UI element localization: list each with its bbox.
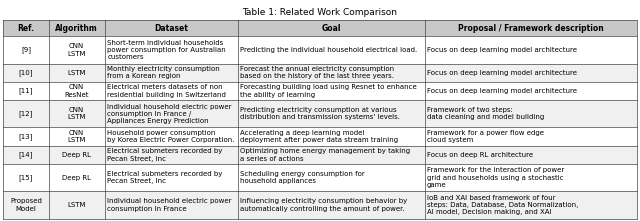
Bar — [3, 146, 637, 164]
Text: [12]: [12] — [19, 110, 33, 117]
Text: Monthly electricity consumption
from a Korean region: Monthly electricity consumption from a K… — [107, 66, 220, 79]
Text: Optimizing home energy management by taking
a series of actions: Optimizing home energy management by tak… — [240, 148, 410, 162]
Text: Deep RL: Deep RL — [62, 175, 91, 181]
Text: Deep RL: Deep RL — [62, 152, 91, 158]
Text: Individual household electric power
consumption In France: Individual household electric power cons… — [107, 198, 232, 212]
Text: Proposal / Framework description: Proposal / Framework description — [458, 24, 604, 32]
Text: [9]: [9] — [21, 46, 31, 53]
Text: Focus on deep RL architecture: Focus on deep RL architecture — [427, 152, 533, 158]
Text: IoB and XAI based framework of four
steps: Data, Database, Data Normalization,
A: IoB and XAI based framework of four step… — [427, 195, 579, 215]
Bar — [3, 128, 637, 146]
Text: Algorithm: Algorithm — [55, 24, 98, 32]
Text: Scheduling energy consumption for
household appliances: Scheduling energy consumption for househ… — [240, 171, 365, 184]
Text: LSTM: LSTM — [67, 202, 86, 208]
Text: Electrical meters datasets of non
residential building in Switzerland: Electrical meters datasets of non reside… — [107, 84, 226, 98]
Text: CNN
ResNet: CNN ResNet — [65, 84, 89, 98]
Text: Individual household electric power
consumption In France /
Appliances Energy Pr: Individual household electric power cons… — [107, 104, 232, 124]
Text: LSTM: LSTM — [67, 70, 86, 76]
Text: Dataset: Dataset — [154, 24, 188, 32]
Bar — [3, 164, 637, 191]
Bar — [3, 36, 637, 64]
Text: Predicting electricity consumption at various
distribution and transmission syst: Predicting electricity consumption at va… — [240, 107, 400, 120]
Text: Framework of two steps:
data cleaning and model building: Framework of two steps: data cleaning an… — [427, 107, 545, 120]
Text: Framework for a power flow edge
cloud system: Framework for a power flow edge cloud sy… — [427, 130, 544, 143]
Text: Predicting the individual household electrical load.: Predicting the individual household elec… — [240, 47, 417, 53]
Text: [14]: [14] — [19, 152, 33, 158]
Text: [11]: [11] — [19, 88, 33, 94]
Text: Table 1: Related Work Comparison: Table 1: Related Work Comparison — [243, 8, 397, 17]
Bar — [3, 100, 637, 128]
Bar — [3, 20, 637, 36]
Text: Electrical submeters recorded by
Pecan Street, Inc: Electrical submeters recorded by Pecan S… — [107, 171, 223, 184]
Text: Short-term individual households
power consumption for Australian
customers: Short-term individual households power c… — [107, 40, 226, 60]
Text: Accelerating a deep learning model
deployment after power data stream training: Accelerating a deep learning model deplo… — [240, 130, 398, 143]
Text: Focus on deep learning model architecture: Focus on deep learning model architectur… — [427, 88, 577, 94]
Text: Forecasting building load using Resnet to enhance
the ability of learning: Forecasting building load using Resnet t… — [240, 84, 417, 98]
Text: Focus on deep learning model architecture: Focus on deep learning model architectur… — [427, 47, 577, 53]
Text: Goal: Goal — [321, 24, 341, 32]
Text: [13]: [13] — [19, 133, 33, 140]
Bar — [3, 82, 637, 100]
Text: Forecast the annual electricity consumption
based on the history of the last thr: Forecast the annual electricity consumpt… — [240, 66, 394, 79]
Text: Framework for the interaction of power
grid and households using a stochastic
ga: Framework for the interaction of power g… — [427, 168, 564, 188]
Bar — [3, 64, 637, 82]
Text: Proposed
Model: Proposed Model — [10, 198, 42, 212]
Text: CNN
LSTM: CNN LSTM — [67, 130, 86, 143]
Text: Focus on deep learning model architecture: Focus on deep learning model architectur… — [427, 70, 577, 76]
Bar — [3, 191, 637, 219]
Text: CNN
LSTM: CNN LSTM — [67, 43, 86, 57]
Text: [15]: [15] — [19, 174, 33, 181]
Text: Electrical submeters recorded by
Pecan Street, Inc: Electrical submeters recorded by Pecan S… — [107, 148, 223, 162]
Text: Ref.: Ref. — [17, 24, 35, 32]
Text: Influencing electricity consumption behavior by
automatically controlling the am: Influencing electricity consumption beha… — [240, 198, 408, 212]
Text: [10]: [10] — [19, 69, 33, 76]
Text: CNN
LSTM: CNN LSTM — [67, 107, 86, 120]
Text: Household power consumption
by Korea Electric Power Corporation.: Household power consumption by Korea Ele… — [107, 130, 235, 143]
